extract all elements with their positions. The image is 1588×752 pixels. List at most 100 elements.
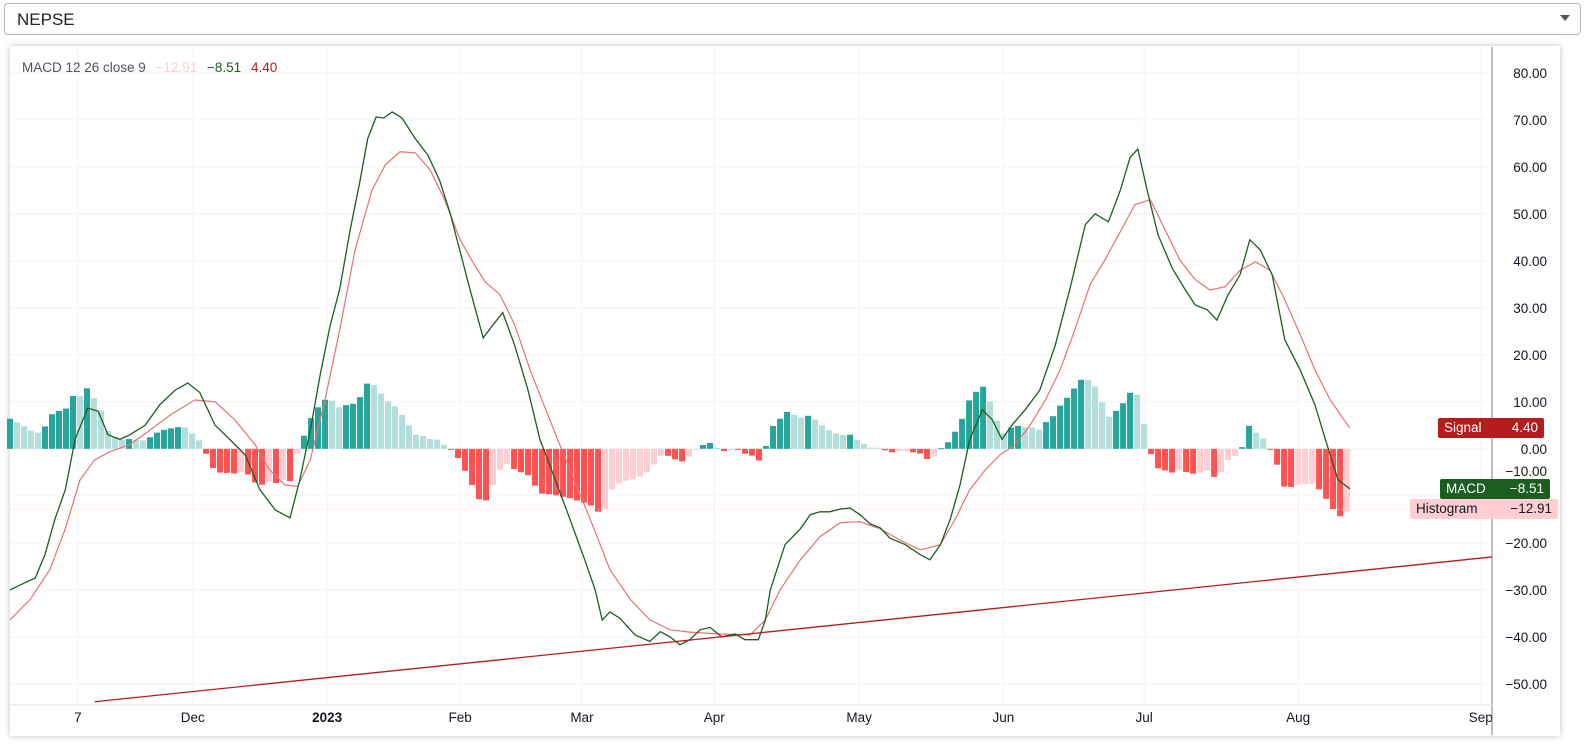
histogram-bar [189,433,196,449]
histogram-bar [168,428,175,449]
histogram-bar [1127,392,1134,449]
histogram-bar [1288,448,1295,487]
histogram-bar [154,432,161,449]
histogram-bar [1337,448,1344,517]
histogram-bar [924,448,931,460]
histogram-bar [1092,386,1099,449]
y-tick-label: 10.00 [1513,395,1547,410]
histogram-bar [1085,379,1092,449]
histogram-bar [119,439,126,449]
histogram-bar [28,430,35,449]
histogram-bar [1141,423,1148,449]
chevron-down-icon[interactable] [1560,15,1570,21]
histogram-bar [280,448,287,480]
histogram-bar [259,448,266,485]
histogram-bar [609,448,616,490]
histogram-bar [1246,425,1253,449]
signal-line [9,151,1351,636]
histogram-bar [231,448,238,474]
histogram-bar [1211,448,1218,477]
histogram-bar [763,445,770,449]
histogram-bar [1344,448,1351,512]
histogram-bar [826,430,833,449]
histogram-badge-value: −12.91 [1510,501,1552,516]
histogram-bar [1155,448,1162,469]
histogram-bar [1218,448,1225,472]
histogram-bar [49,414,56,449]
chart-card [10,46,1560,736]
histogram-bar [861,444,868,449]
histogram-bar [847,434,854,449]
histogram-bar [1232,448,1239,457]
histogram-bar [1204,448,1211,471]
histogram-bar [728,448,735,450]
histogram-bar [1008,427,1015,449]
histogram-bar [161,429,168,449]
histogram-bar [1239,447,1246,449]
x-tick-label: Apr [704,710,726,725]
histogram-bar [399,414,406,449]
histogram-bar [385,401,392,449]
histogram-bar [1134,394,1141,449]
histogram-bar [301,435,308,449]
histogram-bar [1015,425,1022,449]
histogram-bar [238,448,245,473]
histogram-bar [686,448,693,457]
histogram-bar [224,448,231,473]
histogram-bar [910,448,917,453]
histogram-bar [434,439,441,449]
histogram-bar [322,399,329,449]
histogram-bar [707,442,714,449]
histogram-bar [182,427,189,449]
histogram-bar [140,440,147,449]
histogram-bar [469,448,476,485]
histogram-bar [994,420,1001,449]
histogram-bar [1183,448,1190,472]
histogram-bar [812,419,819,449]
histogram-bar [1064,397,1071,449]
histogram-bar [749,448,756,456]
histogram-bar [588,448,595,506]
histogram-bar [896,448,903,452]
histogram-bar [567,448,574,499]
histogram-bar [427,438,434,449]
histogram-bar [294,448,301,454]
histogram-bar [287,448,294,482]
histogram-bar [854,439,861,449]
histogram-bar [1169,448,1176,473]
histogram-bar [658,448,665,456]
histogram-bar [357,397,364,449]
x-tick-label: Dec [181,710,205,725]
y-tick-label: −30.00 [1505,583,1547,598]
histogram-bar [798,417,805,449]
histogram-bar [623,448,630,481]
histogram-bar [1029,427,1036,449]
histogram-bar [1330,448,1337,510]
histogram-bar [987,401,994,449]
histogram-bar [252,448,259,483]
histogram-bar [539,448,546,494]
y-tick-label: −20.00 [1505,536,1547,551]
histogram-bar [14,422,21,449]
histogram-bar [497,448,504,471]
trendline [94,556,1493,703]
histogram-bar [1106,416,1113,449]
histogram-bar [651,448,658,465]
histogram-bar [1120,403,1127,449]
histogram-bar [308,418,315,449]
histogram-bar [1001,433,1008,449]
histogram-bar [21,426,28,449]
histogram-bar [70,395,77,449]
y-tick-label: 60.00 [1513,160,1547,175]
histogram-bar [917,448,924,454]
y-tick-label: 70.00 [1513,113,1547,128]
histogram-bar [742,448,749,454]
histogram-bar [1281,448,1288,487]
histogram-bar [693,448,700,451]
histogram-bar [525,448,532,476]
histogram-bar [630,448,637,480]
symbol-select[interactable]: NEPSE [4,3,1581,35]
y-tick-label: 80.00 [1513,66,1547,81]
histogram-bar [1190,448,1197,474]
